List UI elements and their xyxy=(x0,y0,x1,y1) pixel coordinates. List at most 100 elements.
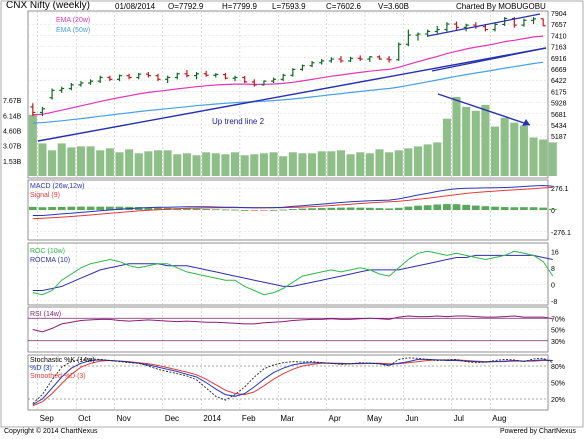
k-line xyxy=(32,357,553,404)
macd-histogram-bar xyxy=(106,206,114,210)
volume-bar xyxy=(115,152,124,176)
volume-bar xyxy=(298,153,307,176)
x-tick-label: Dec xyxy=(165,414,179,423)
macd-histogram-bar xyxy=(491,206,499,210)
channel-lower-line xyxy=(431,47,547,72)
macd-histogram-bar xyxy=(385,208,393,210)
macd-histogram-bar xyxy=(308,208,316,210)
macd-histogram-bar xyxy=(346,207,355,210)
rocma-line xyxy=(32,254,553,291)
volume-readout: V=3.60B xyxy=(378,2,409,11)
d-line xyxy=(32,358,553,405)
x-tick-label: Mar xyxy=(280,414,294,423)
price-tick-label: 5187 xyxy=(551,134,567,141)
price-tick-label: 7904 xyxy=(551,11,567,18)
volume-bar xyxy=(327,151,336,176)
macd-histogram-bar xyxy=(231,209,239,211)
volume-bar xyxy=(452,96,461,176)
macd-histogram-bar xyxy=(279,209,288,211)
macd-histogram-bar xyxy=(327,207,336,210)
macd-histogram-bar xyxy=(260,210,268,211)
volume-bar xyxy=(173,154,182,176)
price-tick-label: 5928 xyxy=(551,101,567,108)
volume-bar xyxy=(433,142,442,176)
macd-tick-label: 0 xyxy=(551,208,555,215)
macd-histogram-bar xyxy=(115,206,124,210)
macd-histogram-bar xyxy=(375,208,384,210)
volume-bar xyxy=(57,143,66,176)
roc-tick-label: 8 xyxy=(551,266,555,273)
outer-border xyxy=(0,0,584,428)
volume-bar xyxy=(548,142,557,176)
macd-histogram-bar xyxy=(414,205,422,210)
low-readout: L=7593.9 xyxy=(272,2,306,11)
macd-histogram-bar xyxy=(67,206,76,210)
macd-histogram-bar xyxy=(317,208,326,210)
roc-tick-label: 0 xyxy=(551,282,555,289)
macd-histogram-bar xyxy=(183,208,191,210)
price-tick-label: 6916 xyxy=(551,56,567,63)
price-tick-label: 6422 xyxy=(551,78,567,85)
price-tick-label: 6175 xyxy=(551,89,567,96)
macd-histogram-bar xyxy=(144,207,153,210)
copyright-label: Copyright © 2014 ChartNexus xyxy=(4,428,98,435)
ema50-legend: EMA (50w) xyxy=(56,27,90,34)
rsi-tick-label: 70% xyxy=(551,316,565,323)
macd-tick-label: -276.1 xyxy=(551,230,571,237)
macd-histogram-bar xyxy=(394,207,403,210)
macd-histogram-bar xyxy=(452,204,461,210)
rsi-tick-label: 50% xyxy=(551,328,565,335)
volume-bar xyxy=(471,110,480,176)
volume-tick-label: 1.53B xyxy=(3,159,22,166)
price-tick-label: 5681 xyxy=(551,112,567,119)
volume-bar xyxy=(375,149,384,176)
rsi-tick-label: 30% xyxy=(551,339,565,346)
ema20-line xyxy=(32,35,544,116)
macd-histogram-bar xyxy=(96,206,105,210)
uptrend-line-2 xyxy=(37,47,547,142)
pane-price xyxy=(27,10,549,179)
volume-bar xyxy=(413,146,423,176)
x-tick-label: Jul xyxy=(454,414,464,423)
macd-histogram-bar xyxy=(520,207,528,210)
macd-histogram-bar xyxy=(221,209,230,211)
x-tick-label: Oct xyxy=(78,414,91,423)
price-tick-label: 6669 xyxy=(551,67,567,74)
price-tick-label: 7163 xyxy=(551,45,567,52)
macd-histogram-bar xyxy=(539,207,548,210)
close-readout: C=7602.6 xyxy=(326,2,361,11)
volume-bar xyxy=(385,152,394,176)
volume-bar xyxy=(182,153,191,176)
macd-histogram-bar xyxy=(192,208,201,210)
volume-bar xyxy=(462,106,471,176)
volume-bar xyxy=(500,117,509,176)
macd-line xyxy=(32,184,553,216)
rocma-legend: ROCMA (10) xyxy=(30,257,70,264)
price-tick-label: 5434 xyxy=(551,123,567,130)
macd-histogram-bar xyxy=(57,206,66,210)
roc-tick-label: 16 xyxy=(551,249,559,256)
macd-histogram-bar xyxy=(250,210,259,211)
stochastic-tick-label: 50% xyxy=(551,381,565,388)
rsi-line xyxy=(32,315,553,333)
macd-histogram-bar xyxy=(404,206,413,210)
volume-bar xyxy=(240,155,249,176)
volume-bar xyxy=(317,151,326,176)
stochastic-k-legend: Stochastic %K (14w) xyxy=(30,357,95,364)
macd-histogram-bar xyxy=(288,209,297,210)
x-tick-label: Apr xyxy=(329,414,342,423)
volume-bar xyxy=(202,152,211,176)
volume-bar xyxy=(423,144,432,176)
macd-histogram-bar xyxy=(481,206,490,210)
trendline-annotation: Up trend line 2 xyxy=(212,117,265,126)
volume-bar xyxy=(346,154,355,176)
macd-histogram-bar xyxy=(240,210,249,211)
macd-histogram-bar xyxy=(510,207,519,210)
volume-bar xyxy=(105,148,114,176)
x-tick-label: Jun xyxy=(406,414,419,423)
x-tick-label: Nov xyxy=(117,414,131,423)
macd-histogram-bar xyxy=(298,208,307,210)
macd-histogram-bar xyxy=(462,204,470,210)
x-tick-label: May xyxy=(367,414,382,423)
